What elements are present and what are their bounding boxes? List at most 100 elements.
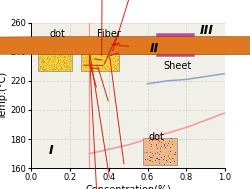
Point <box>53 53 57 56</box>
Point <box>94 66 98 69</box>
Point <box>61 59 65 62</box>
Point <box>156 158 160 161</box>
Point <box>107 68 111 71</box>
Point <box>46 51 50 54</box>
Point <box>64 66 68 69</box>
Point <box>102 60 106 63</box>
Point <box>40 48 44 51</box>
Point <box>87 66 91 69</box>
Point <box>45 62 49 65</box>
Point <box>102 61 106 64</box>
Point <box>108 50 112 53</box>
Point <box>113 53 117 56</box>
Point <box>49 41 53 44</box>
Bar <box>143 138 176 165</box>
Point <box>51 43 55 46</box>
Point <box>65 47 69 50</box>
Point <box>109 46 113 50</box>
Point <box>104 45 108 48</box>
Point <box>51 64 55 67</box>
Point <box>47 64 51 67</box>
Point <box>83 69 87 72</box>
Point <box>85 61 89 64</box>
Point <box>90 44 94 47</box>
Point <box>116 48 120 51</box>
Point <box>91 50 95 53</box>
Point <box>42 61 46 64</box>
Point <box>52 67 56 70</box>
Point <box>68 66 72 69</box>
Point <box>41 48 45 51</box>
Point <box>97 63 101 66</box>
Point <box>84 57 88 60</box>
Point <box>46 53 50 56</box>
Point <box>148 156 152 159</box>
Y-axis label: Temp.(°C): Temp.(°C) <box>0 71 8 119</box>
Point <box>165 143 169 146</box>
Point <box>162 154 166 157</box>
Point <box>67 62 71 65</box>
Point <box>50 55 54 58</box>
Point <box>56 58 60 61</box>
Point <box>37 47 41 50</box>
Point <box>84 41 88 44</box>
Point <box>96 58 100 61</box>
Point <box>54 67 58 70</box>
Point <box>97 43 101 46</box>
Point <box>112 45 116 48</box>
Point <box>104 64 108 67</box>
Point <box>61 48 65 51</box>
Point <box>98 54 102 57</box>
Point <box>157 159 161 162</box>
Point <box>147 138 151 141</box>
Point <box>89 61 93 64</box>
Point <box>90 63 94 66</box>
Point <box>93 52 97 55</box>
Point <box>79 64 83 67</box>
Point <box>89 41 93 44</box>
Point <box>42 69 46 72</box>
Text: I: I <box>49 144 53 156</box>
Point <box>166 160 170 163</box>
Point <box>55 51 59 54</box>
Point <box>161 138 165 141</box>
Point <box>49 42 53 45</box>
Point <box>112 66 116 69</box>
Point <box>60 48 64 51</box>
Point <box>63 49 67 52</box>
Point <box>46 46 50 50</box>
Point <box>48 46 52 50</box>
Point <box>157 152 161 155</box>
Point <box>155 146 159 149</box>
Point <box>94 57 98 60</box>
Point <box>51 50 55 53</box>
Point <box>96 45 100 48</box>
Point <box>41 65 45 68</box>
Point <box>52 65 56 68</box>
Point <box>57 56 61 59</box>
Point <box>84 58 88 61</box>
Point <box>63 41 67 44</box>
Point <box>55 65 59 68</box>
Point <box>56 47 60 50</box>
Point <box>61 60 65 63</box>
Point <box>52 68 56 71</box>
Point <box>53 43 57 46</box>
Point <box>48 51 52 54</box>
Point <box>111 41 115 44</box>
Point <box>69 52 73 55</box>
Point <box>62 50 66 53</box>
Point <box>41 69 45 72</box>
Point <box>68 44 72 47</box>
Point <box>41 55 45 58</box>
Point <box>88 42 92 45</box>
Point <box>67 59 71 62</box>
Point <box>114 52 118 55</box>
Point <box>58 51 62 54</box>
Point <box>55 66 59 69</box>
Point <box>41 67 45 70</box>
Point <box>111 60 115 63</box>
Point <box>38 46 42 49</box>
Point <box>105 48 109 51</box>
Point <box>48 57 52 60</box>
